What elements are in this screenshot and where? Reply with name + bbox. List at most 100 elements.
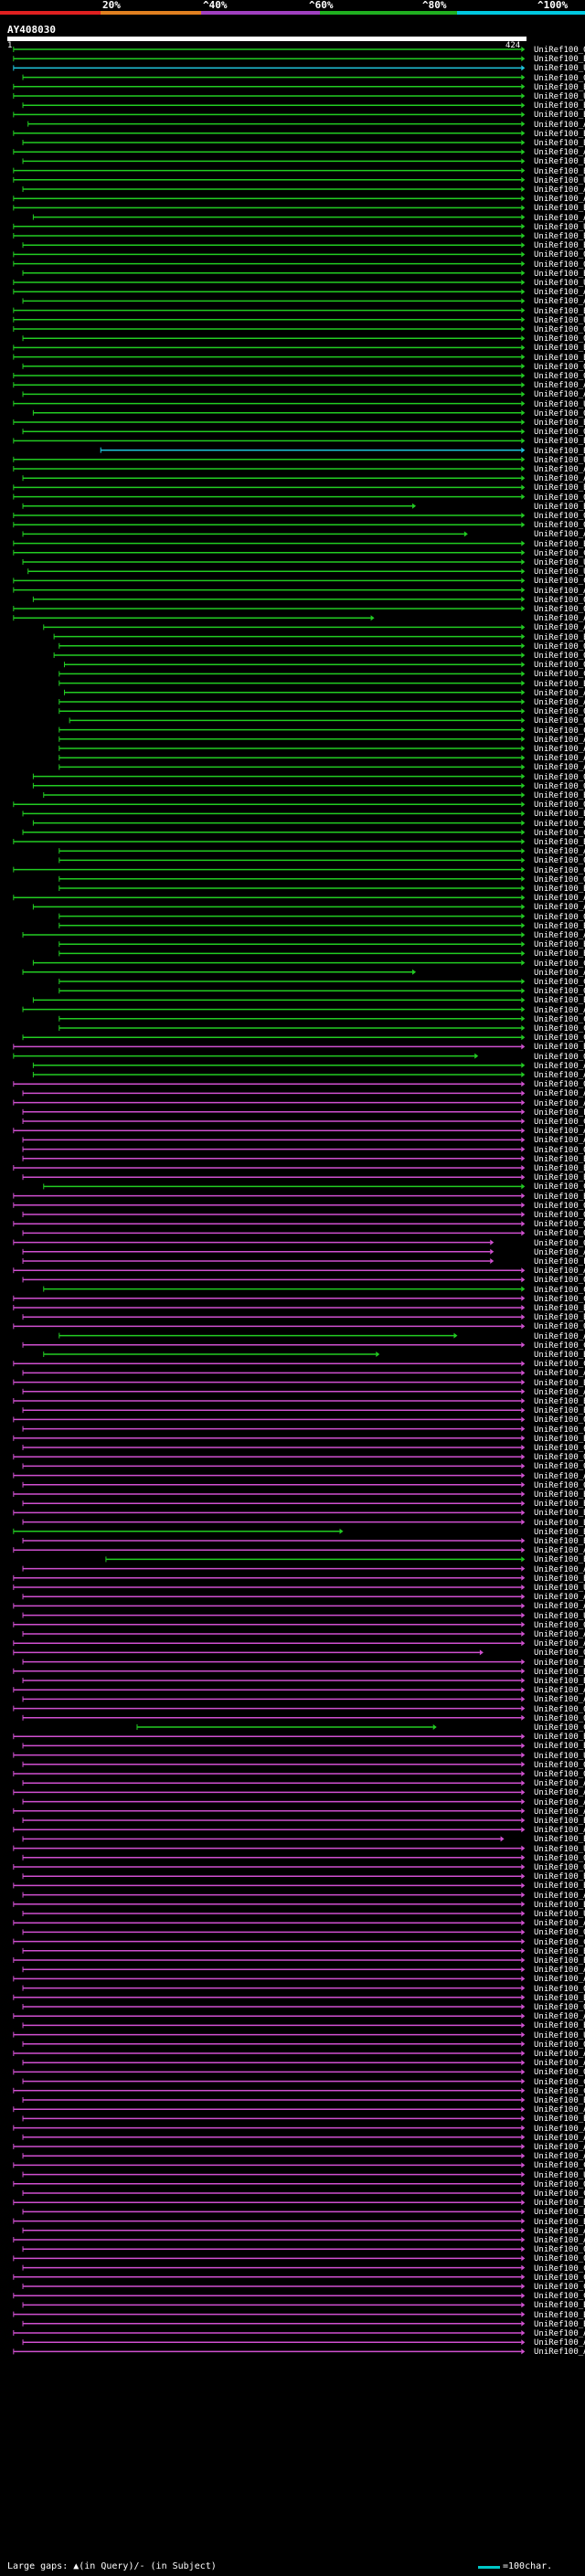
hit-label-link[interactable]: UniRef100_Q9ZRF7 bbox=[534, 1453, 585, 1463]
hit-label-link[interactable]: UniRef100_B9NHD5 bbox=[534, 1946, 585, 1956]
hit-label-link[interactable]: UniRef100_UPI000... bbox=[534, 455, 585, 465]
hit-label-link[interactable]: UniRef100_B9N767 bbox=[534, 2208, 585, 2218]
hit-label-link[interactable]: UniRef100_C5WVE9 bbox=[534, 726, 585, 736]
hit-label-link[interactable]: UniRef100_UPI000... bbox=[534, 92, 585, 101]
hit-label-link[interactable]: UniRef100_C5YZ94 bbox=[534, 2263, 585, 2274]
hit-label-link[interactable]: UniRef100_C5WV16 bbox=[534, 2086, 585, 2096]
hit-label-link[interactable]: UniRef100_B7FMB5 bbox=[534, 1509, 585, 1519]
hit-label-link[interactable]: UniRef100_A3C6G2 bbox=[534, 1807, 585, 1817]
hit-label-link[interactable]: UniRef100_UPI000... bbox=[534, 2030, 585, 2041]
hit-label-link[interactable]: UniRef100_A5BQL7 bbox=[534, 1919, 585, 1929]
hit-label-link[interactable]: UniRef100_B9N768 bbox=[534, 2199, 585, 2209]
hit-label-link[interactable]: UniRef100_B6UXD7 bbox=[534, 2115, 585, 2125]
hit-label-link[interactable]: UniRef100_P37123 bbox=[534, 1108, 585, 1118]
hit-label-link[interactable]: UniRef100_C5XXE5 bbox=[534, 1034, 585, 1044]
hit-label-link[interactable]: UniRef100_B7FLY0 bbox=[534, 55, 585, 65]
hit-label-link[interactable]: UniRef100_Q9WTU7 bbox=[534, 1984, 585, 1994]
hit-label-link[interactable]: UniRef100_B9S1Z5 bbox=[534, 82, 585, 92]
hit-label-link[interactable]: UniRef100_A5BU04 bbox=[534, 2059, 585, 2069]
hit-label-link[interactable]: UniRef100_C5YQ45 bbox=[534, 1341, 585, 1351]
hit-label-link[interactable]: UniRef100_A7PLJ4 bbox=[534, 1788, 585, 1798]
hit-label-link[interactable]: UniRef100_B9HEE5 bbox=[534, 1378, 585, 1388]
hit-label-link[interactable]: UniRef100_A7P3K8 bbox=[534, 1369, 585, 1379]
hit-label-link[interactable]: UniRef100_Q9FW89 bbox=[534, 1276, 585, 1286]
hit-label-link[interactable]: UniRef100_C5XRL5 bbox=[534, 959, 585, 969]
hit-label-link[interactable]: UniRef100_Q5QJU6 bbox=[534, 428, 585, 438]
hit-label-link[interactable]: UniRef100_Q7XCU5 bbox=[534, 661, 585, 671]
hit-label-link[interactable]: UniRef100_UPI000... bbox=[534, 1584, 585, 1593]
hit-label-link[interactable]: UniRef100_C4MPT1 bbox=[534, 1360, 585, 1370]
hit-label-link[interactable]: UniRef100_A7NU55 bbox=[534, 1797, 585, 1807]
hit-label-link[interactable]: UniRef100_A7PLK1 bbox=[534, 1546, 585, 1556]
hit-label-link[interactable]: UniRef100_Q5RRQ1 bbox=[534, 250, 585, 260]
hit-label-link[interactable]: UniRef100_A5AJ29 bbox=[534, 1602, 585, 1612]
hit-label-link[interactable]: UniRef100_P37124 bbox=[534, 1257, 585, 1267]
hit-label-link[interactable]: UniRef100_Q7EY63 bbox=[534, 1238, 585, 1248]
hit-label-link[interactable]: UniRef100_B9HGK9 bbox=[534, 1397, 585, 1406]
hit-label-link[interactable]: UniRef100_C5WVF1 bbox=[534, 978, 585, 987]
hit-label-link[interactable]: UniRef100_Q9FW97 bbox=[534, 875, 585, 885]
hit-label-link[interactable]: UniRef100_Q9FW71 bbox=[534, 856, 585, 866]
hit-label-link[interactable]: UniRef100_A5AZ97 bbox=[534, 1966, 585, 1976]
hit-label-link[interactable]: UniRef100_A5AS73 bbox=[534, 390, 585, 400]
hit-label-link[interactable]: UniRef100_A2YIF4 bbox=[534, 1071, 585, 1080]
hit-label-link[interactable]: UniRef100_A7QBJ6 bbox=[534, 1127, 585, 1137]
hit-label-link[interactable]: UniRef100_B9I724 bbox=[534, 232, 585, 241]
hit-label-link[interactable]: UniRef100_Q84SU4 bbox=[534, 1080, 585, 1090]
hit-label-link[interactable]: UniRef100_A3BJD0 bbox=[534, 1247, 585, 1257]
hit-label-link[interactable]: UniRef100_A3C666 bbox=[534, 688, 585, 698]
hit-label-link[interactable]: UniRef100_B9HL33 bbox=[534, 1164, 585, 1173]
hit-label-link[interactable]: UniRef100_B9N766 bbox=[534, 1733, 585, 1743]
hit-label-link[interactable]: UniRef100_Q9XPX1 bbox=[534, 1620, 585, 1630]
hit-label-link[interactable]: UniRef100_B9MYV4 bbox=[534, 1882, 585, 1892]
hit-label-link[interactable]: UniRef100_A2WPP5 bbox=[534, 931, 585, 940]
hit-label-link[interactable]: UniRef100_UPI000... bbox=[534, 1751, 585, 1761]
hit-label-link[interactable]: UniRef100_A2Z9B4 bbox=[534, 847, 585, 857]
hit-label-link[interactable]: UniRef100_B9S1Z7 bbox=[534, 269, 585, 279]
hit-label-link[interactable]: UniRef100_Q653Y4 bbox=[534, 1322, 585, 1332]
hit-label-link[interactable]: UniRef100_A2Z9B6 bbox=[534, 763, 585, 773]
hit-label-link[interactable]: UniRef100_UPI000... bbox=[534, 175, 585, 186]
hit-label-link[interactable]: UniRef100_A7PB07 bbox=[534, 530, 585, 540]
hit-label-link[interactable]: UniRef100_Q9FWR3 bbox=[534, 641, 585, 652]
hit-label-link[interactable]: UniRef100_Q7FPX4 bbox=[534, 1853, 585, 1863]
hit-label-link[interactable]: UniRef100_A7PB18 bbox=[534, 120, 585, 130]
hit-label-link[interactable]: UniRef100_Q94HA3 bbox=[534, 2245, 585, 2255]
hit-label-link[interactable]: UniRef100_A7QI50 bbox=[534, 1686, 585, 1696]
hit-label-link[interactable]: UniRef100_B9SDG6 bbox=[534, 921, 585, 931]
hit-label-link[interactable]: UniRef100_A7NVF0 bbox=[534, 1089, 585, 1099]
hit-label-link[interactable]: UniRef100_B9I1M4 bbox=[534, 437, 585, 447]
hit-label-link[interactable]: UniRef100_B9SBV3 bbox=[534, 2096, 585, 2105]
hit-label-link[interactable]: UniRef100_C5ZNL4 bbox=[534, 1723, 585, 1733]
hit-label-link[interactable]: UniRef100_A7NU56 bbox=[534, 1695, 585, 1705]
hit-label-link[interactable]: UniRef100_A1IEI0 bbox=[534, 1975, 585, 1985]
hit-label-link[interactable]: UniRef100_Q9LTM0 bbox=[534, 1648, 585, 1659]
hit-label-link[interactable]: UniRef100_C5YGV3 bbox=[534, 1014, 585, 1024]
hit-label-link[interactable]: UniRef100_B9PEJ0 bbox=[534, 157, 585, 167]
hit-label-link[interactable]: UniRef100_A7PB06 bbox=[534, 465, 585, 474]
hit-label-link[interactable]: UniRef100_UPI000... bbox=[534, 315, 585, 325]
hit-label-link[interactable]: UniRef100_B9HFP3 bbox=[534, 446, 585, 456]
hit-label-link[interactable]: UniRef100_C4MN19 bbox=[534, 1294, 585, 1304]
hit-label-link[interactable]: UniRef100_B9HEB5 bbox=[534, 1993, 585, 2003]
hit-label-link[interactable]: UniRef100_A7QB51 bbox=[534, 2338, 585, 2348]
hit-label-link[interactable]: UniRef100_A5BFQ7 bbox=[534, 2143, 585, 2152]
hit-label-link[interactable]: UniRef100_C5YR14 bbox=[534, 2077, 585, 2087]
hit-label-link[interactable]: UniRef100_A3C6F9 bbox=[534, 1331, 585, 1341]
hit-label-link[interactable]: UniRef100_A2Z9A9 bbox=[534, 698, 585, 707]
hit-label-link[interactable]: UniRef100_Q9WU7 bbox=[534, 2003, 585, 2012]
hit-label-link[interactable]: UniRef100_A7Q950 bbox=[534, 2124, 585, 2134]
hit-label-link[interactable]: UniRef100_UPI000... bbox=[534, 1910, 585, 1919]
hit-label-link[interactable]: UniRef100_A5C2Q2 bbox=[534, 735, 585, 745]
hit-label-link[interactable]: UniRef100_B9SDQ7 bbox=[534, 101, 585, 111]
hit-label-link[interactable]: UniRef100_Q69SV5 bbox=[534, 1052, 585, 1062]
hit-label-link[interactable]: UniRef100_UPI000... bbox=[534, 279, 585, 288]
hit-label-link[interactable]: UniRef100_B9R747 bbox=[534, 1574, 585, 1584]
hit-label-link[interactable]: UniRef100_B9I723 bbox=[534, 241, 585, 251]
hit-label-link[interactable]: UniRef100_B9SDH3 bbox=[534, 344, 585, 354]
hit-label-link[interactable]: UniRef100_A5C408 bbox=[534, 474, 585, 484]
hit-label-link[interactable]: UniRef100_B6SSB8 bbox=[534, 949, 585, 959]
hit-label-link[interactable]: UniRef100_B9H438 bbox=[534, 1742, 585, 1752]
hit-label-link[interactable]: UniRef100_B9GAR7 bbox=[534, 2301, 585, 2311]
hit-label-link[interactable]: UniRef100_B9HG40 bbox=[534, 838, 585, 847]
